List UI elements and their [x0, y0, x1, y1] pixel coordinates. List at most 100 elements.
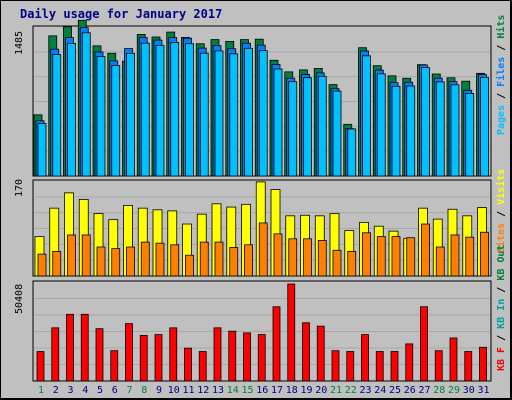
pages-bar	[465, 93, 475, 177]
legend-separator: /	[496, 281, 507, 299]
sites-bar	[391, 236, 401, 277]
sites-bar	[67, 234, 76, 277]
day-label: 25	[389, 385, 401, 396]
pages-bar	[303, 77, 312, 177]
pages-bar	[258, 50, 268, 177]
middle-axis-max: 170	[14, 179, 25, 197]
sites-bar	[81, 234, 91, 277]
pages-bar	[67, 42, 76, 177]
day-label: 3	[67, 385, 73, 396]
pages-bar	[126, 52, 135, 177]
pages-bar	[362, 55, 371, 177]
kbytes-bar	[464, 351, 473, 382]
pages-bar	[96, 56, 106, 177]
day-label: 28	[433, 385, 445, 396]
sites-bar	[126, 246, 135, 277]
day-label: 13	[212, 385, 224, 396]
pages-bar	[244, 47, 253, 177]
sites-bar	[347, 250, 357, 277]
day-label: 24	[374, 385, 386, 396]
pages-bar	[52, 54, 62, 177]
sites-bar	[273, 233, 283, 277]
kbytes-bar	[449, 337, 458, 382]
bottom-axis-max: 50408	[14, 284, 25, 314]
day-labels: 1 2 3 4 5 6 7 8 9 10 11 12 13 14 15 16 17 18 19 20 21 22 23 24 2…	[38, 385, 490, 396]
sites-bar	[332, 249, 342, 277]
pages-bar	[37, 123, 47, 177]
legend-item: Pages	[496, 105, 507, 135]
pages-bar	[332, 90, 342, 177]
day-label: 10	[168, 385, 180, 396]
kbytes-bar	[287, 283, 296, 382]
day-label: 11	[182, 385, 194, 396]
kbytes-bar	[375, 351, 384, 382]
pages-bar	[450, 84, 460, 177]
day-label: 6	[112, 385, 118, 396]
sites-bar	[450, 234, 460, 277]
day-label: 8	[141, 385, 147, 396]
pages-bar	[317, 75, 327, 177]
day-label: 15	[241, 385, 253, 396]
kbytes-bar	[405, 343, 414, 382]
kbytes-bar	[420, 306, 428, 382]
sites-bar	[185, 254, 194, 277]
day-label: 27	[418, 385, 430, 396]
sites-bar	[155, 242, 165, 277]
legend-item: Files	[495, 57, 507, 87]
kbytes-bar	[316, 325, 325, 382]
sites-bar	[303, 238, 312, 277]
sites-bar	[214, 241, 224, 277]
pages-bar	[199, 52, 209, 177]
kbytes-bar	[479, 346, 487, 382]
day-label: 7	[126, 385, 132, 396]
kbytes-bar	[169, 327, 178, 382]
day-label: 9	[156, 385, 162, 396]
legend-text: Sites / Visits	[495, 169, 507, 253]
pages-bar	[391, 85, 401, 177]
kbytes-bar	[361, 334, 369, 382]
kbytes-bar	[243, 332, 251, 382]
sites-bar	[96, 246, 106, 277]
sites-bar	[140, 241, 150, 277]
sites-bar	[229, 247, 239, 277]
pages-bar	[288, 81, 298, 177]
sites-bar	[480, 231, 489, 277]
sites-bar	[362, 232, 371, 277]
kbytes-bar	[198, 351, 207, 382]
kbytes-bar	[434, 350, 443, 382]
sites-bar	[435, 246, 445, 277]
sites-bar	[376, 236, 386, 277]
pages-bar	[421, 67, 430, 177]
pages-bar	[214, 50, 224, 177]
day-label: 29	[448, 385, 460, 396]
legend-separator: /	[496, 329, 507, 347]
day-label: 30	[463, 385, 475, 396]
legend-separator: /	[496, 39, 507, 57]
legend-item: KB In	[496, 299, 507, 329]
pages-bar	[185, 43, 194, 177]
day-label: 19	[300, 385, 312, 396]
kbytes-bar	[154, 334, 163, 382]
legend-text: Pages / Files / Hits	[495, 15, 507, 135]
legend-item: Hits	[495, 15, 507, 39]
legend-item: KB Out	[496, 245, 507, 281]
day-label: 16	[256, 385, 268, 396]
kbytes-bar	[213, 327, 222, 382]
pages-bar	[229, 53, 239, 177]
kbytes-bar	[257, 334, 266, 382]
top-axis-max: 1485	[14, 31, 25, 55]
kbytes-bar	[110, 350, 119, 382]
kbytes-bar	[125, 323, 133, 382]
sites-bar	[406, 237, 416, 277]
pages-bar	[155, 44, 165, 177]
day-label: 21	[330, 385, 342, 396]
sites-bar	[258, 222, 268, 277]
legend-text: KB F / KB In / KB Out	[496, 245, 507, 371]
day-label: 2	[53, 385, 59, 396]
legend-separator: /	[496, 205, 507, 223]
kbytes-bar	[302, 322, 310, 382]
chart-title: Daily usage for January 2017	[20, 7, 222, 21]
